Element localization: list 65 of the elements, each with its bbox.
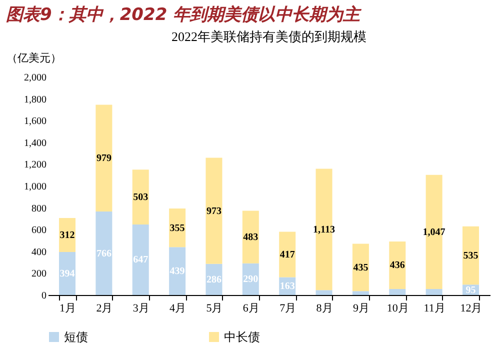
bar bbox=[279, 232, 296, 278]
y-tick-label: 1,600 bbox=[24, 116, 46, 128]
bar bbox=[316, 290, 332, 295]
bar bbox=[132, 224, 149, 295]
y-tick-label: 800 bbox=[32, 203, 46, 214]
bar bbox=[352, 244, 369, 292]
bar bbox=[462, 226, 479, 285]
data-label: 290 bbox=[243, 274, 258, 286]
y-tick-label: 0 bbox=[42, 290, 46, 302]
bar bbox=[132, 170, 149, 224]
bar bbox=[96, 104, 112, 212]
data-label: 286 bbox=[206, 274, 222, 286]
x-tick-label: 6月 bbox=[242, 302, 260, 314]
bar bbox=[169, 208, 186, 248]
data-label: 535 bbox=[463, 250, 478, 262]
data-label: 163 bbox=[280, 281, 295, 292]
x-tick-label: 12月 bbox=[460, 302, 482, 314]
x-tick-label: 2月 bbox=[96, 302, 113, 314]
x-tick-label: 8月 bbox=[316, 302, 333, 314]
y-tick-label: 600 bbox=[32, 225, 46, 236]
x-tick-label: 1月 bbox=[60, 302, 76, 314]
bar bbox=[389, 241, 406, 290]
data-label: 503 bbox=[133, 192, 148, 204]
data-label: 394 bbox=[60, 268, 75, 280]
x-tick-label: 10月 bbox=[386, 302, 409, 314]
y-tick-label: 2,000 bbox=[24, 72, 46, 84]
bar bbox=[242, 210, 259, 264]
y-tick-label: 1,400 bbox=[24, 138, 46, 149]
data-label: 435 bbox=[353, 262, 368, 274]
legend-label: 中长债 bbox=[224, 330, 260, 344]
y-axis-title: （亿美元） bbox=[6, 52, 62, 64]
data-label: 973 bbox=[206, 206, 222, 217]
data-label: 312 bbox=[60, 230, 75, 242]
x-tick-label: 5月 bbox=[206, 302, 223, 314]
data-label: 647 bbox=[133, 254, 148, 266]
y-tick-label: 1,200 bbox=[24, 160, 46, 171]
data-label: 355 bbox=[170, 222, 185, 234]
data-label: 1,047 bbox=[422, 226, 446, 238]
chart-subtitle: 2022年美联储持有美债的到期规模 bbox=[172, 29, 366, 44]
bar bbox=[426, 289, 442, 295]
data-label: 436 bbox=[390, 260, 405, 272]
chart-title: 图表9：其中，2022 年到期美债以中长期为主 bbox=[5, 4, 362, 27]
y-tick-label: 400 bbox=[32, 246, 46, 258]
x-tick-label: 9月 bbox=[352, 302, 370, 314]
data-label: 1,113 bbox=[313, 224, 335, 236]
y-tick-label: 1,000 bbox=[24, 182, 46, 192]
data-label: 766 bbox=[96, 248, 112, 260]
bar bbox=[59, 252, 76, 295]
bar bbox=[352, 291, 369, 295]
legend-label: 短债 bbox=[64, 330, 88, 344]
bar bbox=[206, 158, 222, 264]
x-tick-label: 3月 bbox=[132, 302, 150, 314]
data-label: 95 bbox=[466, 284, 476, 296]
x-tick-label: 11月 bbox=[424, 302, 446, 314]
bar bbox=[389, 289, 406, 295]
data-label: 979 bbox=[96, 153, 112, 164]
data-label: 439 bbox=[170, 266, 185, 278]
bar bbox=[169, 247, 186, 295]
bar bbox=[96, 212, 112, 295]
y-tick-label: 1,800 bbox=[24, 94, 46, 106]
x-tick-label: 7月 bbox=[280, 302, 296, 314]
data-label: 417 bbox=[280, 250, 295, 261]
y-tick-label: 200 bbox=[32, 268, 46, 280]
x-tick-label: 4月 bbox=[170, 302, 186, 314]
data-label: 483 bbox=[243, 232, 258, 244]
